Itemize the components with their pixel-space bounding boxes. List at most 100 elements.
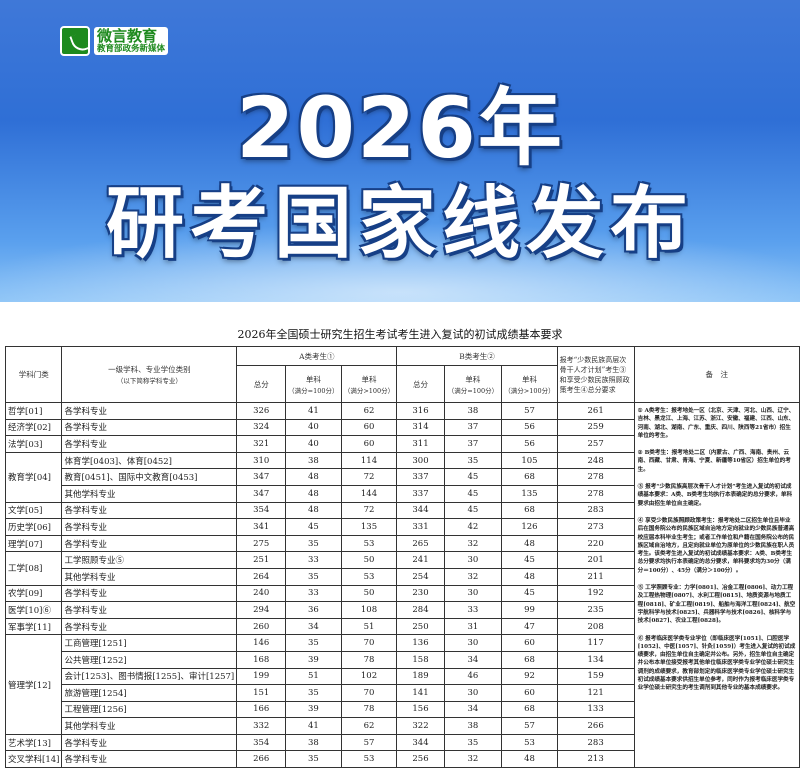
cell-a-score: 38 — [285, 733, 342, 752]
cell-a-score: 50 — [340, 551, 398, 569]
cell-b-score: 141 — [396, 684, 445, 702]
cell-b-score: 30 — [443, 551, 503, 569]
header-b-single-eq: 单科 （满分=100分） — [443, 365, 503, 403]
cell-minority-total: 121 — [556, 684, 635, 702]
cell-a-score: 102 — [340, 667, 398, 686]
cell-minority-total: 235 — [556, 601, 635, 619]
cell-minority-total: 259 — [556, 418, 635, 437]
cell-a-score: 332 — [236, 717, 287, 735]
cell-b-score: 92 — [501, 667, 558, 686]
cell-b-score: 32 — [443, 750, 503, 769]
cell-b-score: 135 — [501, 484, 558, 503]
cell-b-score: 68 — [501, 501, 558, 520]
cell-a-score: 70 — [340, 634, 398, 652]
table-row: 公共管理[1252] 168 39 78 158 34 68 134 — [6, 650, 800, 669]
cell-category: 历史学[06] — [4, 518, 63, 536]
cell-a-score: 50 — [340, 584, 398, 603]
cell-b-score: 37 — [443, 418, 503, 437]
cell-b-score: 30 — [443, 684, 503, 702]
cell-category: 文学[05] — [4, 501, 63, 520]
header-b-total: 总分 — [396, 365, 445, 403]
cell-category: 军事学[11] — [4, 617, 63, 636]
cell-a-score: 33 — [285, 584, 342, 603]
cell-b-score: 265 — [396, 534, 445, 553]
cell-a-score: 354 — [236, 733, 287, 752]
cell-a-score: 294 — [236, 601, 287, 619]
cell-a-score: 48 — [285, 501, 342, 520]
note-item: ⑤ 工学照顾专业：力学[0801]、冶金工程[0806]、动力工程及工程热物理[… — [637, 585, 796, 625]
cell-minority-total: 257 — [556, 435, 635, 453]
cell-b-score: 48 — [501, 567, 558, 586]
cell-subject: 其他学科专业 — [61, 484, 238, 503]
cell-subject: 各学科专业 — [61, 501, 238, 520]
cell-a-score: 114 — [340, 451, 398, 470]
cell-subject: 各学科专业 — [61, 733, 238, 752]
cell-b-score: 314 — [396, 418, 445, 437]
cell-minority-total: 192 — [556, 584, 635, 603]
cell-a-score: 35 — [285, 684, 342, 702]
cell-a-score: 326 — [236, 402, 287, 420]
cell-subject: 各学科专业 — [61, 418, 238, 437]
cell-a-score: 341 — [236, 518, 287, 536]
cell-a-score: 53 — [340, 567, 398, 586]
cell-a-score: 266 — [236, 750, 287, 769]
cell-minority-total: 134 — [556, 650, 635, 669]
cell-b-score: 316 — [396, 402, 445, 420]
cell-category: 交叉学科[14] — [4, 750, 63, 769]
cell-subject: 工程管理[1256] — [61, 700, 238, 719]
note-item: ① A类考生：报考地处一区（北京、天津、河北、山西、辽宁、吉林、黑龙江、上海、江… — [637, 408, 795, 439]
cell-subject: 工商管理[1251] — [61, 634, 238, 652]
cell-a-score: 251 — [236, 551, 287, 569]
header-a-single-gt: 单科 （满分>100分） — [340, 365, 398, 403]
cell-a-score: 310 — [236, 451, 287, 470]
cell-b-score: 34 — [443, 700, 503, 719]
cell-b-score: 45 — [501, 584, 558, 603]
header-b-single-gt: 单科 （满分>100分） — [501, 365, 558, 403]
table-row: 工程管理[1256] 166 39 78 156 34 68 133 — [6, 700, 800, 719]
cell-b-score: 60 — [501, 684, 558, 702]
cell-a-score: 321 — [236, 435, 287, 453]
cell-a-score: 51 — [340, 617, 398, 636]
cell-b-score: 337 — [396, 484, 445, 503]
cell-b-score: 32 — [443, 567, 503, 586]
table-row: 其他学科专业 264 35 53 254 32 48 211 — [6, 567, 800, 586]
cell-subject: 各学科专业 — [61, 435, 238, 453]
cell-minority-total: 283 — [556, 733, 635, 752]
header-notes: 备 注 — [633, 346, 800, 403]
cell-a-score: 166 — [236, 700, 287, 719]
cell-b-score: 331 — [396, 518, 445, 536]
cell-category: 管理学[12] — [4, 634, 63, 735]
cell-a-score: 151 — [236, 684, 287, 702]
cell-subject: 教育[0451]、国际中文教育[0453] — [61, 468, 238, 486]
cell-a-score: 78 — [340, 700, 398, 719]
cell-a-score: 35 — [285, 634, 342, 652]
cell-b-score: 33 — [443, 601, 503, 619]
table-row: 理学[07] 各学科专业 275 35 53 265 32 48 220 — [4, 534, 800, 553]
cell-a-score: 41 — [285, 402, 342, 420]
cell-a-score: 108 — [340, 601, 398, 619]
cell-b-score: 60 — [501, 634, 558, 652]
cell-b-score: 35 — [443, 451, 503, 470]
cell-b-score: 42 — [443, 518, 503, 536]
cell-b-score: 56 — [501, 418, 558, 437]
cell-a-score: 48 — [285, 468, 342, 486]
cell-b-score: 344 — [396, 501, 445, 520]
cell-b-score: 38 — [443, 717, 503, 735]
table-row: 艺术学[13] 各学科专业 354 38 57 344 35 53 283 — [4, 733, 800, 752]
cell-minority-total: 278 — [556, 468, 635, 486]
cell-minority-total: 261 — [556, 402, 635, 420]
cell-b-score: 38 — [443, 402, 503, 420]
cell-b-score: 322 — [396, 717, 445, 735]
cell-category: 工学[08] — [4, 551, 63, 586]
cell-a-score: 39 — [285, 650, 342, 669]
cell-a-score: 146 — [236, 634, 287, 652]
header-a-single-eq: 单科 （满分=100分） — [285, 365, 342, 403]
notes-cell: ① A类考生：报考地处一区（北京、天津、河北、山西、辽宁、吉林、黑龙江、上海、江… — [633, 401, 800, 769]
cell-subject: 其他学科专业 — [61, 567, 238, 586]
cell-subject: 各学科专业 — [61, 601, 238, 619]
table-row: 会计[1253]、图书情报[1255]、审计[1257] 199 51 102 189 4… — [6, 667, 800, 686]
cell-b-score: 46 — [443, 667, 503, 686]
cell-b-score: 99 — [501, 601, 558, 619]
cell-subject: 各学科专业 — [61, 750, 238, 769]
cell-b-score: 45 — [443, 484, 503, 503]
